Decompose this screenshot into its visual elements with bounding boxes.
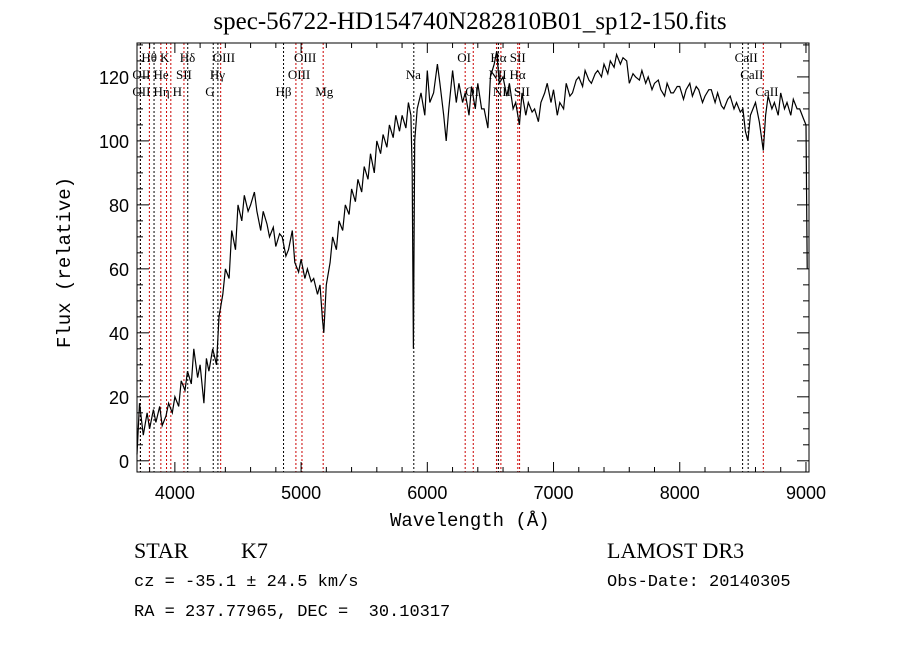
x-tick-label: 9000 xyxy=(786,483,826,503)
chart-title: spec-56722-HD154740N282810B01_sp12-150.f… xyxy=(213,8,727,35)
line-marker-label: Hβ xyxy=(276,84,292,99)
redshift-cz: cz = -35.1 ± 24.5 km/s xyxy=(134,573,359,592)
x-axis-label: Wavelength (Å) xyxy=(390,510,550,532)
line-marker-label: Hα xyxy=(510,67,526,82)
line-marker-label: G xyxy=(205,84,214,99)
line-marker-label: Mg xyxy=(315,84,334,99)
line-marker-label: He xyxy=(154,67,169,82)
line-marker-label: Na xyxy=(406,67,421,82)
x-tick-label: 6000 xyxy=(407,483,447,503)
x-tick-label: 7000 xyxy=(534,483,574,503)
object-subclass: K7 xyxy=(241,538,268,563)
y-tick-label: 60 xyxy=(109,260,129,280)
line-marker-label: CaII xyxy=(755,84,778,99)
y-tick-label: 20 xyxy=(109,388,129,408)
line-marker-label: SII xyxy=(514,84,530,99)
y-tick-label: 80 xyxy=(109,196,129,216)
line-marker-label: H xyxy=(173,84,182,99)
object-class: STAR xyxy=(134,538,189,563)
plot-frame xyxy=(136,42,810,473)
x-tick-label: 5000 xyxy=(281,483,321,503)
obs-date: Obs-Date: 20140305 xyxy=(607,573,791,592)
line-marker-label: SII xyxy=(510,50,526,65)
line-marker-label: Hη xyxy=(154,84,170,99)
x-tick-label: 4000 xyxy=(155,483,195,503)
line-marker-label: OIII xyxy=(213,50,235,65)
line-marker-label: OII xyxy=(132,84,150,99)
survey-name: LAMOST DR3 xyxy=(607,538,745,563)
line-marker-label: OII xyxy=(132,67,150,82)
line-marker-label: CaII xyxy=(740,67,763,82)
line-marker-label: Hθ xyxy=(141,50,157,65)
y-tick-label: 40 xyxy=(109,324,129,344)
line-marker-label: K xyxy=(160,50,170,65)
y-tick-label: 100 xyxy=(99,132,129,152)
line-marker-label: CaII xyxy=(735,50,758,65)
line-marker-label: Hγ xyxy=(210,67,225,82)
y-tick-label: 0 xyxy=(119,452,129,472)
line-marker-label: OI xyxy=(457,50,471,65)
coordinates: RA = 237.77965, DEC = 30.10317 xyxy=(134,603,451,622)
line-marker-label: OIII xyxy=(288,67,310,82)
line-marker-label: Hα xyxy=(490,50,506,65)
spectrum-line xyxy=(136,51,808,455)
y-tick-label: 120 xyxy=(99,68,129,88)
line-marker-label: OIII xyxy=(294,50,316,65)
line-marker-label: SII xyxy=(176,67,192,82)
line-marker-label: Hδ xyxy=(180,50,196,65)
x-tick-label: 8000 xyxy=(660,483,700,503)
y-axis-label: Flux (relative) xyxy=(54,176,76,348)
